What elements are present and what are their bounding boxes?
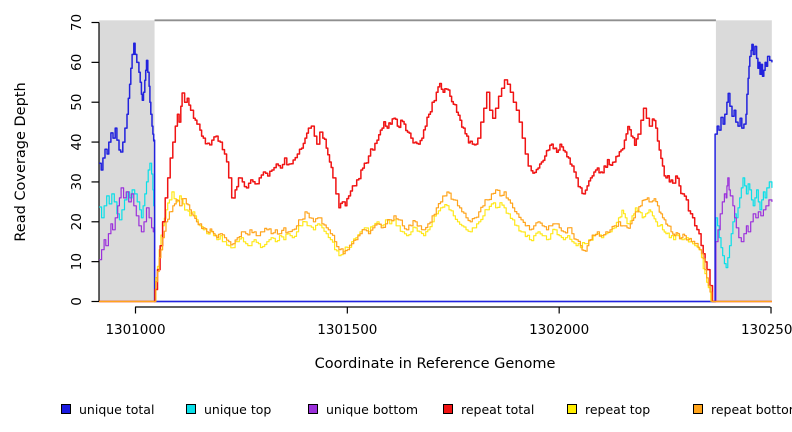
legend-item-repeat-top: repeat top [567,401,651,417]
y-tick-label: 20 [69,213,85,230]
x-axis-title: Coordinate in Reference Genome [315,356,556,372]
legend-item-repeat-total: repeat total [443,401,535,417]
series-unique-total [99,42,773,303]
y-axis-title: Read Coverage Depth [13,82,29,241]
legend: unique total unique top unique bottom repea… [0,402,792,422]
x-tick-label: 1302000 [529,322,589,338]
legend-label: repeat bottom [711,401,792,417]
legend-swatch [567,404,577,414]
legend-label: repeat total [461,401,535,417]
y-tick-label: 10 [69,253,85,270]
series-repeat-total [99,79,772,303]
y-tick-label: 60 [69,54,85,71]
y-tick-label: 0 [69,297,85,306]
y-tick-label: 70 [69,14,85,31]
series-repeat-bottom [99,189,772,303]
series-unique-bottom [99,177,773,303]
legend-item-repeat-bottom: repeat bottom [693,401,792,417]
coverage-plot: 0 10 20 30 40 50 60 70 1301000 1301500 1302000 1302… [13,14,792,372]
legend-swatch [61,404,71,414]
x-tick-label: 1302500 [741,322,792,338]
legend-item-unique-top: unique top [186,401,272,417]
legend-swatch [186,404,196,414]
x-tick-label: 1301500 [317,322,377,338]
legend-label: unique bottom [326,401,419,417]
legend-swatch [443,404,453,414]
y-tick-label: 50 [69,94,85,111]
axis-lines [98,22,771,308]
legend-swatch [693,404,703,414]
y-tick-label: 40 [69,133,85,150]
legend-label: unique total [79,401,155,417]
x-tick-label: 1301000 [105,322,165,338]
legend-item-unique-bottom: unique bottom [308,401,419,417]
shaded-region [99,20,155,302]
y-tick-label: 30 [69,173,85,190]
series-repeat-top [99,191,712,303]
legend-swatch [308,404,318,414]
legend-label: repeat top [585,401,651,417]
legend-label: unique top [204,401,272,417]
legend-item-unique-total: unique total [61,401,155,417]
series-unique-top [99,162,773,303]
